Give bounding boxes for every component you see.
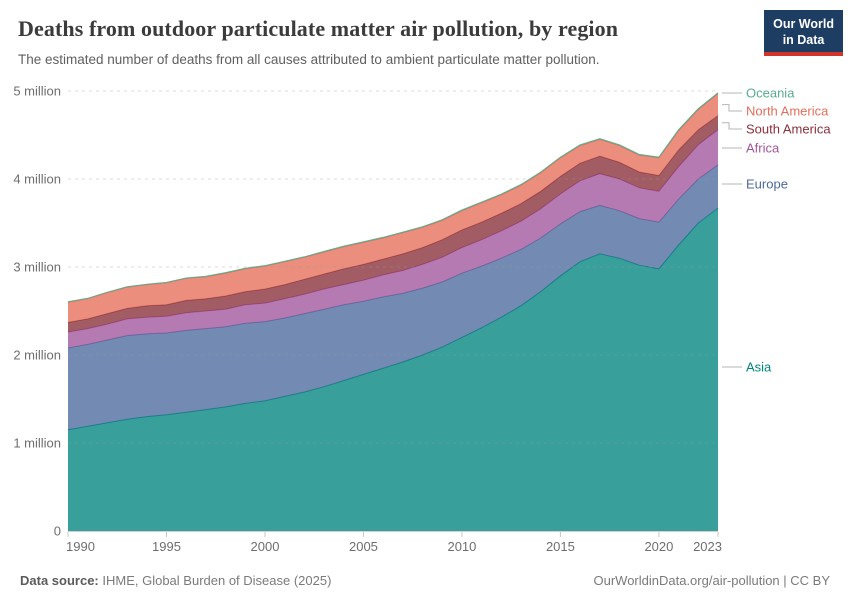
chart-subtitle: The estimated number of deaths from all …	[18, 52, 600, 67]
x-axis-label-2000: 2000	[251, 539, 280, 554]
data-source: Data source: IHME, Global Burden of Dise…	[20, 573, 331, 588]
x-axis-label-2015: 2015	[546, 539, 575, 554]
y-axis-label-3: 3 million	[13, 260, 61, 275]
legend-label-asia[interactable]: Asia	[746, 360, 772, 375]
x-axis-label-2020: 2020	[644, 539, 673, 554]
x-axis-label-2010: 2010	[447, 539, 476, 554]
area-north-america[interactable]	[68, 93, 718, 323]
legend-label-europe[interactable]: Europe	[746, 177, 788, 192]
x-axis-label-1995: 1995	[152, 539, 181, 554]
chart-title: Deaths from outdoor particulate matter a…	[18, 16, 619, 41]
x-axis-label-2023: 2023	[693, 539, 722, 554]
legend-connector-south-america	[722, 122, 742, 130]
x-axis-label-2005: 2005	[349, 539, 378, 554]
y-axis-label-2: 2 million	[13, 348, 61, 363]
logo-line-2: in Data	[782, 33, 825, 47]
footer: Data source: IHME, Global Burden of Dise…	[20, 573, 830, 588]
area-topline-oceania	[67, 92, 719, 303]
x-axis-label-1990: 1990	[66, 539, 95, 554]
y-axis-label-5: 5 million	[13, 84, 61, 99]
credit-link[interactable]: OurWorldinData.org/air-pollution | CC BY	[593, 573, 830, 588]
y-axis-label-4: 4 million	[13, 172, 61, 187]
legend-label-south-america[interactable]: South America	[746, 122, 831, 137]
legend-connector-north-america	[722, 104, 742, 112]
y-axis-label-0: 0	[54, 524, 61, 539]
legend-label-africa[interactable]: Africa	[746, 141, 780, 156]
area-asia[interactable]	[68, 208, 718, 531]
data-source-label: Data source:	[20, 573, 99, 588]
data-source-value: IHME, Global Burden of Disease (2025)	[102, 573, 332, 588]
area-europe[interactable]	[68, 164, 718, 430]
legend-label-oceania[interactable]: Oceania	[746, 86, 795, 101]
owid-logo[interactable]: Our World in Data	[764, 10, 843, 56]
y-axis-label-1: 1 million	[13, 436, 61, 451]
legend-label-north-america[interactable]: North America	[746, 104, 829, 119]
area-south-america[interactable]	[68, 115, 718, 333]
logo-line-1: Our World	[773, 17, 834, 31]
area-africa[interactable]	[68, 129, 718, 348]
